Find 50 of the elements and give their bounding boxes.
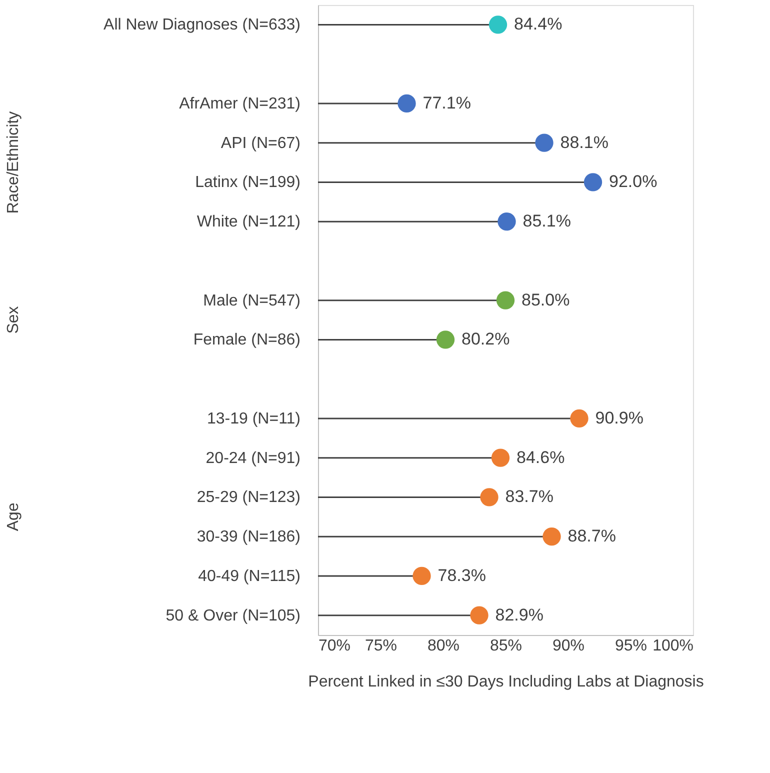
x-tick-label: 85% [490, 638, 522, 654]
point [496, 291, 515, 310]
data-label: 77.1% [422, 93, 471, 112]
y-tick-label: 40-49 (N=115) [198, 568, 300, 585]
point [535, 134, 554, 152]
x-tick-label: 95% [614, 638, 648, 654]
data-label: 80.2% [462, 330, 510, 349]
y-tick-label: 30-39 (N=186) [196, 528, 300, 546]
y-tick-label: 25-29 (N=123) [196, 489, 300, 506]
data-label: 85.1% [522, 212, 571, 231]
y-tick-label: 50 & Over (N=105) [166, 607, 300, 624]
text: Sex [5, 306, 22, 334]
data-label: 83.7% [505, 487, 554, 506]
data-label: 92.0% [609, 172, 658, 192]
data-label: 84.6% [516, 448, 565, 467]
point [488, 16, 508, 34]
y-tick-label: Latinx (N=199) [195, 174, 300, 192]
y-tick-label: White (N=121) [196, 214, 300, 231]
data-label: 78.3% [438, 566, 486, 585]
point [480, 488, 498, 506]
point [436, 330, 455, 349]
data-label: 88.1% [560, 132, 608, 152]
x-tick-label: 75% [364, 638, 398, 654]
y-tick-label: All New Diagnoses (N=633) [104, 16, 300, 34]
data-label: 88.7% [568, 526, 616, 546]
point [570, 409, 588, 428]
data-label: 82.9% [495, 605, 544, 624]
data-label: 84.4% [514, 14, 562, 34]
y-tick-label: 13-19 (N=11) [206, 410, 300, 428]
y-tick-label: Male (N=547) [203, 292, 300, 310]
data-label: 90.9% [595, 408, 644, 428]
point [491, 448, 510, 467]
x-tick-label: 70% [318, 638, 351, 654]
point [398, 94, 416, 113]
text: Race/Ethnicity [5, 111, 22, 214]
x-axis-title: Percent Linked in ≤30 Days Including Labs at Diagnosis [308, 674, 704, 690]
text: Age [5, 502, 22, 532]
y-tick-label: API (N=67) [220, 134, 300, 152]
point [470, 606, 488, 624]
y-tick-label: 20-24 (N=91) [206, 450, 300, 467]
x-tick-label: 80% [427, 638, 460, 654]
y-tick-label: AfrAmer (N=231) [179, 95, 300, 112]
x-tick-label: 90% [552, 638, 585, 654]
y-tick-label: Female (N=86) [193, 332, 300, 349]
point [412, 566, 431, 586]
point [498, 212, 516, 231]
point [542, 527, 561, 546]
x-tick-label: 100% [652, 638, 694, 654]
point [584, 173, 602, 192]
data-label: 85.0% [522, 290, 570, 310]
